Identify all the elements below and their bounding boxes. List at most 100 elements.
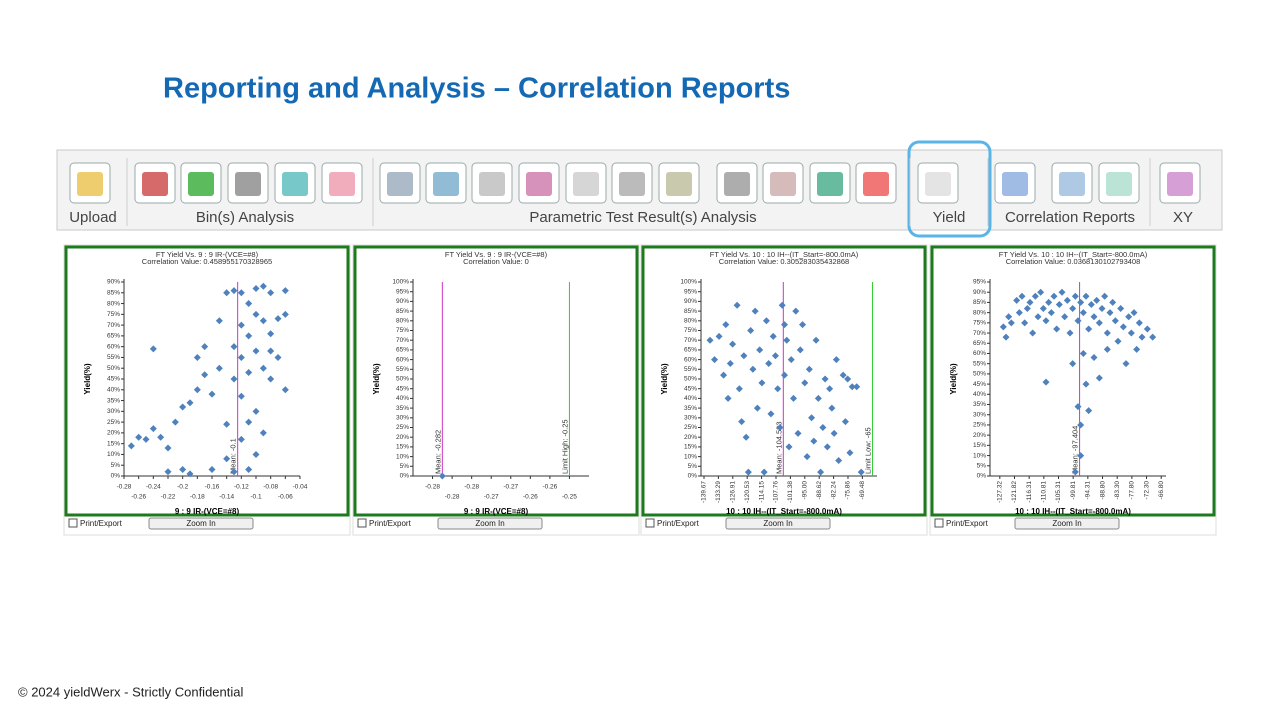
y-tick-label: 10% (973, 452, 986, 459)
checkbox[interactable] (645, 518, 655, 528)
y-tick-label: 10% (684, 453, 697, 460)
point (438, 472, 446, 480)
y-tick-label: 35% (107, 397, 120, 404)
point (1143, 325, 1151, 333)
point (149, 345, 157, 353)
y-tick-label: 90% (107, 279, 120, 286)
point (215, 317, 223, 325)
point (828, 404, 836, 412)
point (267, 347, 275, 355)
zoom-button-label: Zoom In (186, 519, 215, 528)
point (848, 383, 856, 391)
point (1098, 305, 1106, 313)
point (1061, 313, 1069, 321)
y-tick-label: 30% (107, 408, 120, 415)
point (1093, 296, 1101, 304)
point (1079, 349, 1087, 357)
footer: © 2024 yieldWerx - Strictly Confidential (18, 684, 243, 699)
point (1077, 298, 1085, 306)
x-tick-label: -88.62 (816, 481, 823, 500)
point (1053, 325, 1061, 333)
y-axis-label: Yield(%) (83, 363, 92, 395)
y-tick-label: 50% (396, 376, 409, 383)
x-tick-label: -133.29 (715, 481, 722, 503)
point (1021, 319, 1029, 327)
point (1117, 305, 1125, 313)
point (1077, 452, 1085, 460)
y-tick-label: 85% (973, 299, 986, 306)
chart-panel: FT Yield Vs. 10 : 10 IH--(IT_Start=-800.… (640, 244, 928, 536)
zoom-button[interactable] (148, 517, 254, 530)
checkbox[interactable] (357, 518, 367, 528)
point (252, 450, 260, 458)
panel-bg (929, 244, 1217, 536)
zoom-button[interactable] (725, 517, 831, 530)
y-tick-label: 0% (977, 473, 987, 480)
y-tick-label: 5% (688, 463, 698, 470)
point (749, 365, 757, 373)
x-tick-label: -105.31 (1055, 481, 1062, 503)
point (245, 466, 253, 474)
panel-bg (640, 244, 928, 536)
point (1082, 292, 1090, 300)
x-tick-label: -0.16 (205, 484, 220, 491)
y-tick-label: 60% (396, 356, 409, 363)
point (801, 379, 809, 387)
y-tick-label: 10% (107, 451, 120, 458)
chart-subtitle: Correlation Value: 0.0368130102793408 (1006, 257, 1141, 266)
group-label: Yield (933, 209, 966, 226)
icon-glyph (817, 172, 843, 196)
y-tick-label: 35% (684, 405, 697, 412)
y-tick-label: 45% (107, 376, 120, 383)
checkbox[interactable] (68, 518, 78, 528)
y-axis-label: Yield(%) (949, 363, 958, 395)
point (1090, 354, 1098, 362)
y-tick-label: 45% (973, 381, 986, 388)
point (135, 433, 143, 441)
point (259, 282, 267, 290)
point (769, 332, 777, 340)
x-tick-label: -0.26 (523, 494, 538, 501)
x-tick-label: -126.91 (730, 481, 737, 503)
point (1106, 309, 1114, 317)
point (237, 321, 245, 329)
point (252, 347, 260, 355)
x-tick-label: -82.24 (830, 481, 837, 500)
point (1101, 292, 1109, 300)
chart-title: FT Yield Vs. 10 : 10 IH--(IT_Start=-800.… (999, 250, 1148, 259)
y-tick-label: 40% (973, 391, 986, 398)
point (281, 287, 289, 295)
y-tick-label: 65% (684, 347, 697, 354)
icon-glyph (666, 172, 692, 196)
point (1095, 374, 1103, 382)
x-axis-label: 10 : 10 IH--(IT_Start=-800.0mA) (1015, 507, 1131, 516)
point (245, 369, 253, 377)
y-tick-label: 50% (973, 371, 986, 378)
icon-glyph (235, 172, 261, 196)
point (252, 310, 260, 318)
y-tick-label: 85% (396, 308, 409, 315)
point (857, 468, 865, 476)
point (230, 343, 238, 351)
zoom-button[interactable] (1014, 517, 1120, 530)
point (237, 353, 245, 361)
point (765, 359, 773, 367)
point (796, 346, 804, 354)
point (835, 456, 843, 464)
point (1018, 292, 1026, 300)
point (1063, 296, 1071, 304)
checkbox[interactable] (934, 518, 944, 528)
chart-panel: FT Yield Vs. 10 : 10 IH--(IT_Start=-800.… (929, 244, 1217, 536)
x-axis-label: 10 : 10 IH--(IT_Start=-800.0mA) (726, 507, 842, 516)
point (164, 468, 172, 476)
zoom-button-label: Zoom In (763, 519, 792, 528)
y-tick-label: 5% (400, 463, 410, 470)
x-tick-label: -0.18 (190, 494, 205, 501)
point (259, 317, 267, 325)
zoom-button[interactable] (437, 517, 543, 530)
y-tick-label: 15% (396, 444, 409, 451)
point (744, 468, 752, 476)
panel-bg (352, 244, 640, 536)
point (208, 466, 216, 474)
icon-glyph (329, 172, 355, 196)
